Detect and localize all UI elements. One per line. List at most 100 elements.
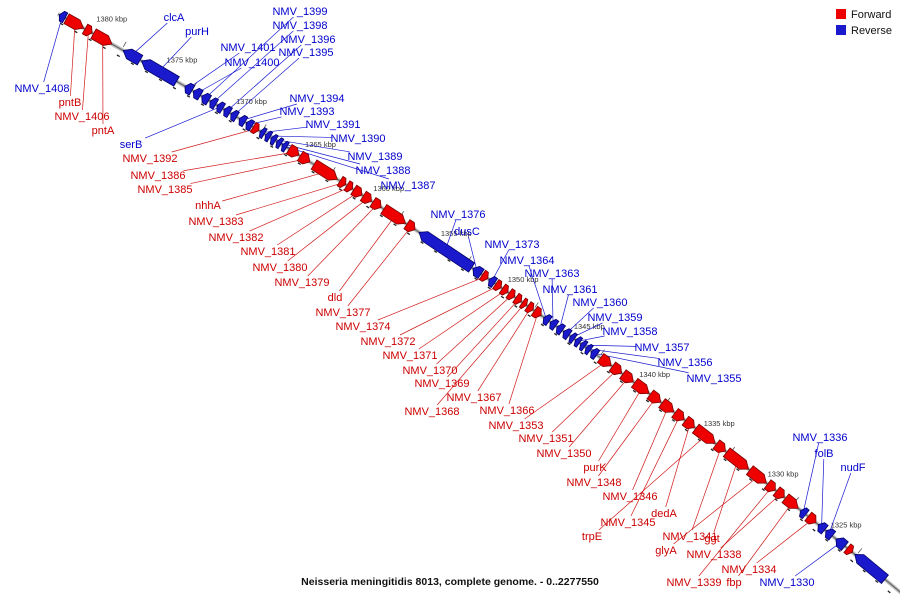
gene-arrow[interactable]: [722, 447, 750, 470]
gene-label[interactable]: NMV_1371: [382, 350, 437, 362]
gene-arrow[interactable]: [245, 119, 256, 132]
gene-label[interactable]: nhhA: [195, 200, 221, 212]
gene-label[interactable]: NMV_1395: [278, 47, 333, 59]
gene-arrow[interactable]: [264, 130, 274, 143]
gene-arrow[interactable]: [646, 389, 662, 404]
gene-label[interactable]: folB: [815, 448, 834, 460]
gene-label[interactable]: dedA: [651, 508, 677, 520]
gene-label[interactable]: NMV_1401: [220, 42, 275, 54]
gene-label[interactable]: NMV_1334: [721, 564, 776, 576]
gene-label[interactable]: purH: [185, 26, 209, 38]
gene-arrow[interactable]: [568, 332, 578, 345]
gene-arrow[interactable]: [578, 340, 589, 352]
gene-arrow[interactable]: [549, 318, 560, 331]
gene-label[interactable]: pntA: [92, 125, 115, 137]
gene-label[interactable]: NMV_1350: [536, 448, 591, 460]
gene-arrow[interactable]: [763, 479, 776, 493]
gene-arrow[interactable]: [512, 292, 523, 305]
gene-label[interactable]: nudF: [840, 462, 865, 474]
gene-arrow[interactable]: [518, 297, 529, 309]
gene-label[interactable]: NMV_1380: [252, 262, 307, 274]
gene-arrow[interactable]: [658, 398, 675, 413]
gene-arrow[interactable]: [854, 553, 889, 585]
gene-arrow[interactable]: [555, 323, 567, 336]
gene-arrow[interactable]: [608, 361, 623, 376]
gene-arrow[interactable]: [835, 537, 849, 551]
gene-arrow[interactable]: [209, 97, 220, 110]
gene-arrow[interactable]: [285, 143, 300, 158]
gene-arrow[interactable]: [712, 439, 726, 453]
gene-label[interactable]: NMV_1385: [137, 184, 192, 196]
gene-label[interactable]: glyA: [655, 545, 677, 557]
gene-label[interactable]: NMV_1374: [335, 321, 390, 333]
gene-label[interactable]: NMV_1382: [208, 232, 263, 244]
gene-label[interactable]: NMV_1381: [240, 246, 295, 258]
gene-arrow[interactable]: [403, 219, 416, 233]
gene-label[interactable]: trpE: [582, 531, 602, 543]
gene-label[interactable]: NMV_1364: [499, 255, 554, 267]
gene-label[interactable]: NMV_1406: [54, 111, 109, 123]
gene-label[interactable]: NMV_1361: [542, 284, 597, 296]
gene-arrow[interactable]: [671, 407, 685, 422]
gene-label[interactable]: NMV_1408: [14, 83, 69, 95]
gene-arrow[interactable]: [359, 190, 372, 204]
gene-label[interactable]: NMV_1330: [759, 577, 814, 589]
gene-arrow[interactable]: [140, 59, 180, 87]
gene-arrow[interactable]: [343, 180, 354, 193]
gene-arrow[interactable]: [275, 137, 285, 150]
gene-arrow[interactable]: [630, 377, 650, 395]
gene-arrow[interactable]: [505, 288, 516, 301]
gene-arrow[interactable]: [184, 82, 196, 96]
gene-label[interactable]: NMV_1348: [566, 477, 621, 489]
gene-label[interactable]: NMV_1351: [518, 433, 573, 445]
gene-label[interactable]: NMV_1370: [402, 365, 457, 377]
gene-label[interactable]: dld: [328, 292, 343, 304]
gene-label[interactable]: fbp: [726, 577, 741, 589]
gene-label[interactable]: NMV_1400: [224, 57, 279, 69]
gene-arrow[interactable]: [238, 114, 249, 128]
gene-arrow[interactable]: [223, 105, 234, 119]
gene-arrow[interactable]: [681, 415, 695, 430]
gene-arrow[interactable]: [230, 109, 240, 123]
gene-arrow[interactable]: [336, 175, 347, 189]
gene-arrow[interactable]: [804, 511, 817, 525]
gene-label[interactable]: clcA: [164, 12, 185, 24]
gene-label[interactable]: NMV_1366: [479, 405, 534, 417]
gene-arrow[interactable]: [542, 314, 553, 327]
gene-label[interactable]: NMV_1392: [122, 153, 177, 165]
gene-arrow[interactable]: [498, 283, 509, 296]
gene-label[interactable]: dusC: [454, 226, 480, 238]
gene-label[interactable]: NMV_1399: [272, 6, 327, 18]
gene-label[interactable]: NMV_1355: [686, 373, 741, 385]
gene-arrow[interactable]: [691, 423, 716, 444]
gene-arrow[interactable]: [562, 328, 573, 341]
gene-arrow[interactable]: [280, 140, 290, 153]
gene-arrow[interactable]: [596, 352, 612, 368]
gene-arrow[interactable]: [63, 13, 85, 31]
gene-label[interactable]: NMV_1390: [330, 133, 385, 145]
gene-label[interactable]: pntB: [59, 97, 82, 109]
gene-arrow[interactable]: [772, 486, 785, 500]
gene-arrow[interactable]: [799, 507, 810, 520]
gene-arrow[interactable]: [573, 336, 584, 348]
gene-arrow[interactable]: [781, 493, 799, 509]
gene-label[interactable]: serB: [120, 139, 143, 151]
gene-arrow[interactable]: [201, 92, 213, 106]
gene-label[interactable]: NMV_1341: [662, 531, 717, 543]
gene-label[interactable]: NMV_1377: [315, 307, 370, 319]
gene-label[interactable]: ggt: [704, 533, 719, 545]
gene-label[interactable]: NMV_1353: [488, 420, 543, 432]
gene-arrow[interactable]: [296, 150, 311, 165]
gene-arrow[interactable]: [369, 196, 382, 211]
gene-label[interactable]: NMV_1396: [280, 34, 335, 46]
gene-label[interactable]: NMV_1393: [279, 106, 334, 118]
gene-label[interactable]: NMV_1346: [602, 491, 657, 503]
gene-label[interactable]: purK: [583, 462, 607, 474]
gene-label[interactable]: NMV_1363: [524, 268, 579, 280]
gene-arrow[interactable]: [58, 10, 69, 24]
gene-arrow[interactable]: [619, 369, 634, 384]
gene-label[interactable]: NMV_1386: [130, 170, 185, 182]
gene-label[interactable]: NMV_1372: [360, 336, 415, 348]
gene-label[interactable]: NMV_1357: [634, 342, 689, 354]
gene-arrow[interactable]: [824, 528, 837, 541]
